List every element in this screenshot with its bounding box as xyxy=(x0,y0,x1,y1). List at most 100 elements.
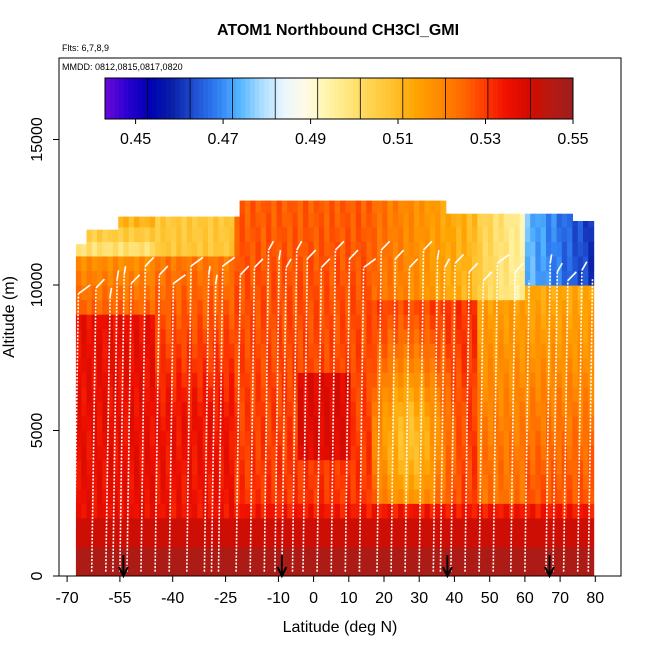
heatmap-cell xyxy=(186,488,193,504)
heatmap-cell xyxy=(371,357,378,373)
heatmap-cell xyxy=(392,328,399,344)
heatmap-cell xyxy=(498,430,505,446)
heatmap-cell xyxy=(223,299,230,315)
heatmap-cell xyxy=(134,216,140,228)
heatmap-cell xyxy=(250,357,257,373)
heatmap-cell xyxy=(75,488,82,504)
heatmap-cell xyxy=(408,270,415,286)
heatmap-cell xyxy=(165,216,172,228)
heatmap-cell xyxy=(276,357,283,373)
heatmap-cell xyxy=(366,430,373,446)
heatmap-cell xyxy=(176,546,183,563)
heatmap-cell xyxy=(160,343,167,359)
heatmap-cell xyxy=(387,561,394,576)
colorbar-swatch xyxy=(563,78,569,119)
heatmap-cell xyxy=(112,474,119,490)
heatmap-cell xyxy=(260,328,267,344)
heatmap-cell xyxy=(102,285,109,301)
heatmap-cell xyxy=(530,503,537,519)
heatmap-cell xyxy=(361,212,367,228)
heatmap-cell xyxy=(160,546,167,563)
colorbar-swatch xyxy=(128,78,134,119)
x-tick-label: 80 xyxy=(586,590,604,607)
heatmap-cell xyxy=(176,285,183,301)
heatmap-cell xyxy=(340,561,346,576)
heatmap-cell xyxy=(91,299,98,315)
heatmap-cell xyxy=(371,328,378,344)
heatmap-cell xyxy=(398,401,404,417)
heatmap-cell xyxy=(303,285,309,301)
heatmap-cell xyxy=(387,488,394,504)
heatmap-cell xyxy=(567,241,573,257)
heatmap-cell xyxy=(387,314,394,330)
heatmap-cell xyxy=(276,343,283,359)
heatmap-cell xyxy=(176,314,183,330)
heatmap-cell xyxy=(524,445,531,461)
heatmap-cell xyxy=(445,285,452,301)
heatmap-cell xyxy=(487,270,494,286)
heatmap-cell xyxy=(503,430,510,446)
colorbar-swatch xyxy=(282,78,289,119)
colorbar-swatch xyxy=(395,78,401,119)
heatmap-cell xyxy=(218,517,225,533)
heatmap-cell xyxy=(208,285,214,301)
heatmap-cell xyxy=(567,386,573,402)
heatmap-cell xyxy=(86,546,93,563)
heatmap-cell xyxy=(213,474,220,490)
heatmap-cell xyxy=(266,226,272,242)
heatmap-cell xyxy=(567,357,573,373)
heatmap-cell xyxy=(519,488,526,504)
heatmap-cell xyxy=(398,372,404,388)
heatmap-cell xyxy=(551,270,558,286)
heatmap-cell xyxy=(371,532,378,548)
heatmap-cell xyxy=(435,430,441,446)
heatmap-cell xyxy=(186,561,193,576)
heatmap-cell xyxy=(530,226,537,242)
heatmap-cell xyxy=(503,357,510,373)
heatmap-cell xyxy=(86,415,93,432)
heatmap-cell xyxy=(123,216,130,228)
heatmap-cell xyxy=(308,226,315,242)
colorbar-swatch xyxy=(212,78,218,119)
heatmap-cell xyxy=(255,270,262,286)
heatmap-cell xyxy=(445,503,452,519)
heatmap-cell xyxy=(429,314,436,330)
heatmap-cell xyxy=(509,372,515,388)
heatmap-cell xyxy=(239,488,246,504)
heatmap-cell xyxy=(324,503,331,519)
heatmap-cell xyxy=(355,328,362,344)
heatmap-cell xyxy=(102,299,109,315)
heatmap-cell xyxy=(577,221,584,228)
heatmap-cell xyxy=(503,488,510,504)
heatmap-cell xyxy=(266,299,272,315)
heatmap-cell xyxy=(382,372,389,388)
heatmap-cell xyxy=(556,532,563,548)
heatmap-cell xyxy=(482,241,489,257)
heatmap-cell xyxy=(503,474,510,490)
heatmap-cell xyxy=(498,415,505,432)
heatmap-cell xyxy=(445,314,452,330)
heatmap-cell xyxy=(408,386,415,402)
heatmap-cell xyxy=(514,430,521,446)
heatmap-cell xyxy=(244,299,251,315)
heatmap-cell xyxy=(519,546,526,563)
heatmap-cell xyxy=(361,401,367,417)
heatmap-cell xyxy=(276,430,283,446)
heatmap-cell xyxy=(546,532,552,548)
heatmap-cell xyxy=(202,474,209,490)
heatmap-cell xyxy=(340,270,346,286)
heatmap-cell xyxy=(424,474,431,490)
heatmap-cell xyxy=(91,503,98,519)
flight-profile-segment xyxy=(249,267,256,572)
heatmap-cell xyxy=(202,285,209,301)
heatmap-cell xyxy=(435,241,441,257)
heatmap-cell xyxy=(530,430,537,446)
heatmap-cell xyxy=(583,226,589,242)
heatmap-cell xyxy=(493,255,500,272)
heatmap-cell xyxy=(287,212,294,228)
heatmap-cell xyxy=(450,241,457,257)
heatmap-cell xyxy=(260,532,267,548)
heatmap-cell xyxy=(371,255,378,272)
heatmap-cell xyxy=(535,314,542,330)
heatmap-cell xyxy=(482,299,489,315)
